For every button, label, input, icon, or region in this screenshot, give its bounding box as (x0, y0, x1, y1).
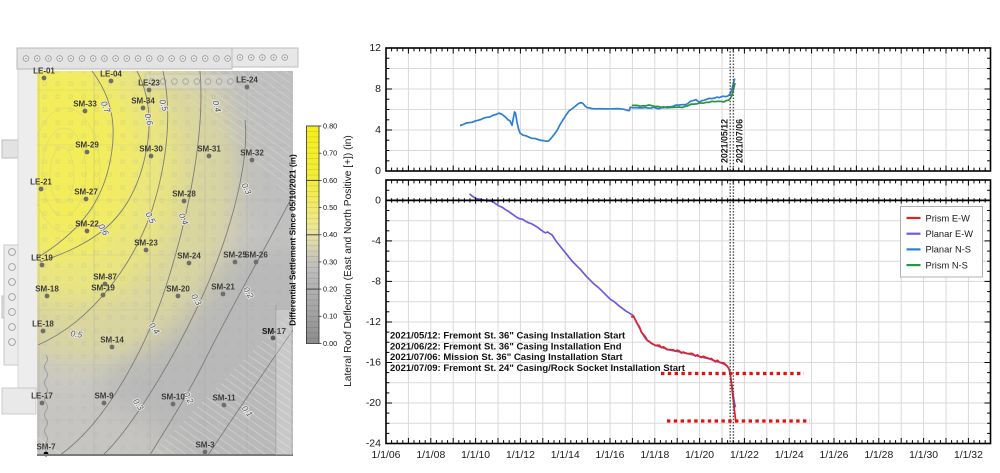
svg-text:SM-18: SM-18 (35, 285, 59, 294)
svg-text:1/1/18: 1/1/18 (640, 450, 669, 461)
svg-text:1/1/10: 1/1/10 (461, 450, 490, 461)
svg-text:1/1/12: 1/1/12 (506, 450, 535, 461)
svg-text:2021/05/12: Fremont St. 36" Ca: 2021/05/12: Fremont St. 36" Casing Insta… (390, 331, 626, 342)
svg-text:LE-18: LE-18 (32, 320, 54, 329)
svg-text:SM-87: SM-87 (93, 273, 117, 282)
svg-text:-8: -8 (372, 276, 381, 288)
svg-text:SM-33: SM-33 (73, 100, 97, 109)
svg-text:SM-30: SM-30 (139, 145, 163, 154)
svg-text:LE-19: LE-19 (31, 254, 53, 263)
svg-text:8: 8 (375, 83, 381, 95)
svg-text:SM-24: SM-24 (177, 252, 201, 261)
svg-text:LE-01: LE-01 (33, 67, 55, 76)
svg-text:Planar N-S: Planar N-S (926, 245, 971, 255)
svg-text:-16: -16 (366, 357, 381, 369)
svg-text:Planar E-W: Planar E-W (926, 229, 974, 239)
svg-text:-4: -4 (372, 235, 381, 247)
svg-text:1/1/16: 1/1/16 (596, 450, 625, 461)
svg-text:4: 4 (375, 124, 381, 136)
svg-text:Lateral Roof Deflection (East: Lateral Roof Deflection (East and North … (343, 135, 354, 387)
svg-text:0.4: 0.4 (211, 99, 224, 113)
svg-text:SM-21: SM-21 (211, 283, 235, 292)
svg-text:LE-21: LE-21 (30, 178, 52, 187)
svg-text:0.80: 0.80 (323, 121, 337, 130)
svg-text:LE-17: LE-17 (31, 392, 53, 401)
svg-text:SM-9: SM-9 (94, 392, 114, 401)
svg-text:SM-29: SM-29 (75, 141, 99, 150)
svg-text:SM-17: SM-17 (262, 326, 286, 336)
svg-text:2021/07/06: 2021/07/06 (735, 119, 745, 163)
svg-text:LE-24: LE-24 (236, 76, 258, 85)
svg-text:1/1/32: 1/1/32 (954, 450, 983, 461)
svg-text:0.5: 0.5 (157, 98, 170, 113)
svg-text:0.60: 0.60 (323, 176, 337, 185)
svg-text:SM-32: SM-32 (240, 149, 264, 158)
svg-text:12: 12 (369, 42, 381, 54)
svg-text:1/1/20: 1/1/20 (685, 450, 714, 461)
svg-text:0.10: 0.10 (323, 312, 337, 321)
svg-text:SM-22: SM-22 (75, 220, 99, 229)
svg-text:0.6: 0.6 (143, 112, 156, 126)
svg-text:SM-20: SM-20 (166, 285, 190, 294)
svg-text:LE-04: LE-04 (100, 70, 122, 79)
svg-text:1/1/24: 1/1/24 (775, 450, 804, 461)
svg-text:2021/07/09: Fremont St. 24" Ca: 2021/07/09: Fremont St. 24" Casing/Rock … (390, 363, 686, 374)
svg-text:Prism N-S: Prism N-S (926, 260, 968, 270)
svg-text:0.30: 0.30 (323, 257, 337, 266)
svg-text:1/1/22: 1/1/22 (730, 450, 759, 461)
svg-text:0.00: 0.00 (323, 339, 337, 348)
svg-text:Differential Settlement Since: Differential Settlement Since 05/10/2021… (288, 154, 298, 326)
svg-text:-12: -12 (366, 316, 381, 328)
svg-text:SM-25: SM-25 (223, 251, 247, 260)
svg-text:SM-34: SM-34 (131, 97, 155, 106)
svg-text:SM-3: SM-3 (195, 441, 215, 450)
svg-text:Prism E-W: Prism E-W (926, 213, 971, 223)
svg-text:LE-23: LE-23 (138, 79, 160, 88)
svg-text:0: 0 (375, 195, 381, 207)
svg-text:SM-14: SM-14 (100, 336, 124, 345)
svg-text:0: 0 (375, 165, 381, 177)
svg-text:2021/05/12: 2021/05/12 (720, 119, 730, 163)
svg-text:0.70: 0.70 (323, 149, 337, 158)
svg-text:1/1/28: 1/1/28 (864, 450, 893, 461)
svg-text:0.20: 0.20 (323, 285, 337, 294)
svg-text:SM-10: SM-10 (161, 393, 185, 402)
svg-text:1/1/06: 1/1/06 (372, 450, 401, 461)
svg-text:SM-7: SM-7 (36, 443, 56, 452)
svg-text:SM-19: SM-19 (91, 284, 115, 293)
svg-text:SM-23: SM-23 (134, 239, 158, 248)
svg-text:SM-11: SM-11 (212, 394, 236, 403)
svg-text:1/1/14: 1/1/14 (551, 450, 580, 461)
svg-text:-24: -24 (366, 438, 381, 450)
svg-text:0.40: 0.40 (323, 230, 337, 239)
svg-text:0.5: 0.5 (70, 328, 83, 340)
svg-text:1/1/30: 1/1/30 (909, 450, 938, 461)
svg-text:2021/07/06: Mission St. 36" C: 2021/07/06: Mission St. 36" Casing Insta… (390, 352, 623, 363)
svg-text:2021/06/22: Fremont St. 36" Ca: 2021/06/22: Fremont St. 36" Casing Insta… (390, 341, 622, 352)
svg-text:1/1/08: 1/1/08 (416, 450, 445, 461)
svg-text:-20: -20 (366, 397, 381, 409)
svg-text:SM-26: SM-26 (244, 251, 268, 260)
svg-text:0.50: 0.50 (323, 203, 337, 212)
svg-text:1/1/26: 1/1/26 (820, 450, 849, 461)
svg-text:SM-31: SM-31 (197, 145, 221, 154)
svg-text:SM-27: SM-27 (74, 188, 98, 197)
svg-text:SM-28: SM-28 (172, 190, 196, 199)
